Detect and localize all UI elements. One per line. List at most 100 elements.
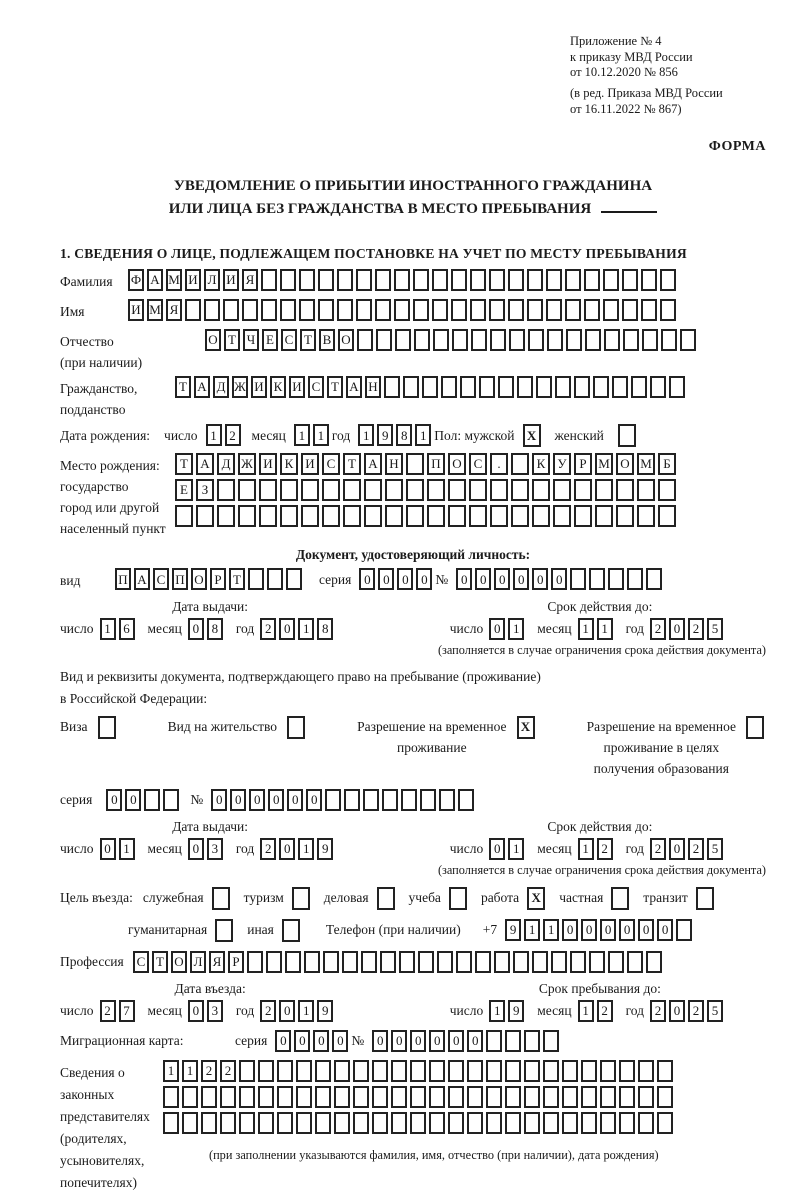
char-cell[interactable]: 0 bbox=[287, 788, 304, 811]
char-cell[interactable] bbox=[642, 328, 658, 351]
char-cell[interactable]: 0 bbox=[448, 1029, 465, 1052]
char-cell[interactable] bbox=[163, 1111, 179, 1134]
char-cell[interactable] bbox=[258, 1059, 274, 1082]
char-cell[interactable] bbox=[413, 298, 429, 321]
char-cell[interactable]: У bbox=[553, 452, 571, 475]
char-cell[interactable]: Р bbox=[210, 568, 226, 591]
char-cell[interactable] bbox=[508, 268, 524, 291]
char-cell[interactable] bbox=[410, 1111, 426, 1134]
char-cell[interactable]: Л bbox=[190, 950, 206, 973]
char-cell[interactable] bbox=[343, 504, 361, 527]
char-cell[interactable]: 0 bbox=[106, 788, 123, 811]
char-cell[interactable]: 3 bbox=[206, 999, 223, 1022]
char-cell[interactable] bbox=[584, 268, 600, 291]
char-cell[interactable] bbox=[527, 268, 543, 291]
char-cell[interactable] bbox=[364, 478, 382, 501]
char-cell[interactable] bbox=[217, 478, 235, 501]
char-cell[interactable] bbox=[448, 478, 466, 501]
char-cell[interactable]: 0 bbox=[416, 568, 433, 591]
char-cell[interactable] bbox=[204, 298, 220, 321]
char-cell[interactable] bbox=[623, 328, 639, 351]
char-cell[interactable] bbox=[175, 504, 193, 527]
char-cell[interactable] bbox=[385, 478, 403, 501]
char-cell[interactable] bbox=[475, 950, 491, 973]
char-cell[interactable] bbox=[375, 298, 391, 321]
char-cell[interactable]: 9 bbox=[505, 919, 522, 942]
char-cell[interactable]: Л bbox=[204, 268, 220, 291]
char-cell[interactable]: Д bbox=[213, 375, 229, 398]
char-cell[interactable] bbox=[372, 1111, 388, 1134]
char-cell[interactable]: 0 bbox=[187, 837, 204, 860]
char-cell[interactable]: 2 bbox=[596, 837, 613, 860]
char-cell[interactable] bbox=[217, 504, 235, 527]
char-cell[interactable]: 0 bbox=[669, 999, 685, 1022]
char-cell[interactable]: 0 bbox=[513, 568, 530, 591]
char-cell[interactable]: 8 bbox=[396, 424, 413, 447]
char-cell[interactable]: И bbox=[185, 268, 201, 291]
char-cell[interactable] bbox=[524, 1059, 540, 1082]
char-cell[interactable] bbox=[467, 1059, 483, 1082]
char-cell[interactable] bbox=[511, 504, 529, 527]
char-cell[interactable] bbox=[334, 1085, 350, 1108]
char-cell[interactable] bbox=[517, 375, 533, 398]
char-cell[interactable] bbox=[414, 328, 430, 351]
char-cell[interactable] bbox=[144, 788, 161, 811]
char-cell[interactable] bbox=[612, 375, 628, 398]
char-cell[interactable] bbox=[555, 375, 571, 398]
char-cell[interactable]: . bbox=[490, 452, 508, 475]
char-cell[interactable]: С bbox=[133, 950, 149, 973]
char-cell[interactable] bbox=[524, 1111, 540, 1134]
char-cell[interactable] bbox=[616, 504, 634, 527]
char-cell[interactable] bbox=[669, 375, 685, 398]
char-cell[interactable]: К bbox=[270, 375, 286, 398]
char-cell[interactable]: 1 bbox=[358, 424, 375, 447]
char-cell[interactable] bbox=[489, 268, 505, 291]
char-cell[interactable]: И bbox=[223, 268, 239, 291]
char-cell[interactable] bbox=[429, 1059, 445, 1082]
char-cell[interactable] bbox=[546, 268, 562, 291]
char-cell[interactable] bbox=[343, 478, 361, 501]
char-cell[interactable] bbox=[261, 298, 277, 321]
char-cell[interactable] bbox=[296, 1085, 312, 1108]
char-cell[interactable] bbox=[259, 504, 277, 527]
char-cell[interactable] bbox=[470, 298, 486, 321]
char-cell[interactable] bbox=[182, 1111, 198, 1134]
char-cell[interactable] bbox=[277, 1111, 293, 1134]
char-cell[interactable] bbox=[616, 478, 634, 501]
char-cell[interactable]: Я bbox=[242, 268, 258, 291]
char-cell[interactable] bbox=[337, 298, 353, 321]
temp-residence-checkbox[interactable]: X bbox=[516, 715, 535, 739]
char-cell[interactable] bbox=[391, 1111, 407, 1134]
char-cell[interactable] bbox=[638, 1059, 654, 1082]
char-cell[interactable] bbox=[627, 950, 643, 973]
char-cell[interactable]: 0 bbox=[669, 837, 685, 860]
char-cell[interactable] bbox=[622, 298, 638, 321]
char-cell[interactable]: 1 bbox=[298, 999, 315, 1022]
char-cell[interactable]: 2 bbox=[99, 999, 116, 1022]
visa-checkbox[interactable] bbox=[97, 715, 116, 739]
char-cell[interactable] bbox=[543, 1029, 560, 1052]
char-cell[interactable] bbox=[399, 950, 415, 973]
char-cell[interactable] bbox=[437, 950, 453, 973]
char-cell[interactable] bbox=[589, 568, 606, 591]
char-cell[interactable] bbox=[581, 1085, 597, 1108]
char-cell[interactable] bbox=[511, 478, 529, 501]
char-cell[interactable] bbox=[657, 1085, 673, 1108]
char-cell[interactable] bbox=[220, 1111, 236, 1134]
residence-permit-checkbox[interactable] bbox=[287, 715, 305, 739]
sex-female-checkbox[interactable] bbox=[617, 423, 636, 447]
char-cell[interactable] bbox=[353, 1059, 369, 1082]
char-cell[interactable]: 0 bbox=[279, 999, 296, 1022]
char-cell[interactable] bbox=[658, 478, 676, 501]
char-cell[interactable]: 0 bbox=[359, 568, 376, 591]
char-cell[interactable]: Ч bbox=[243, 328, 259, 351]
char-cell[interactable]: 1 bbox=[489, 999, 506, 1022]
char-cell[interactable]: 0 bbox=[249, 788, 266, 811]
char-cell[interactable]: 9 bbox=[317, 837, 334, 860]
char-cell[interactable] bbox=[325, 788, 342, 811]
char-cell[interactable]: П bbox=[172, 568, 188, 591]
char-cell[interactable] bbox=[448, 1111, 464, 1134]
char-cell[interactable] bbox=[280, 504, 298, 527]
char-cell[interactable] bbox=[376, 328, 392, 351]
char-cell[interactable] bbox=[486, 1029, 503, 1052]
